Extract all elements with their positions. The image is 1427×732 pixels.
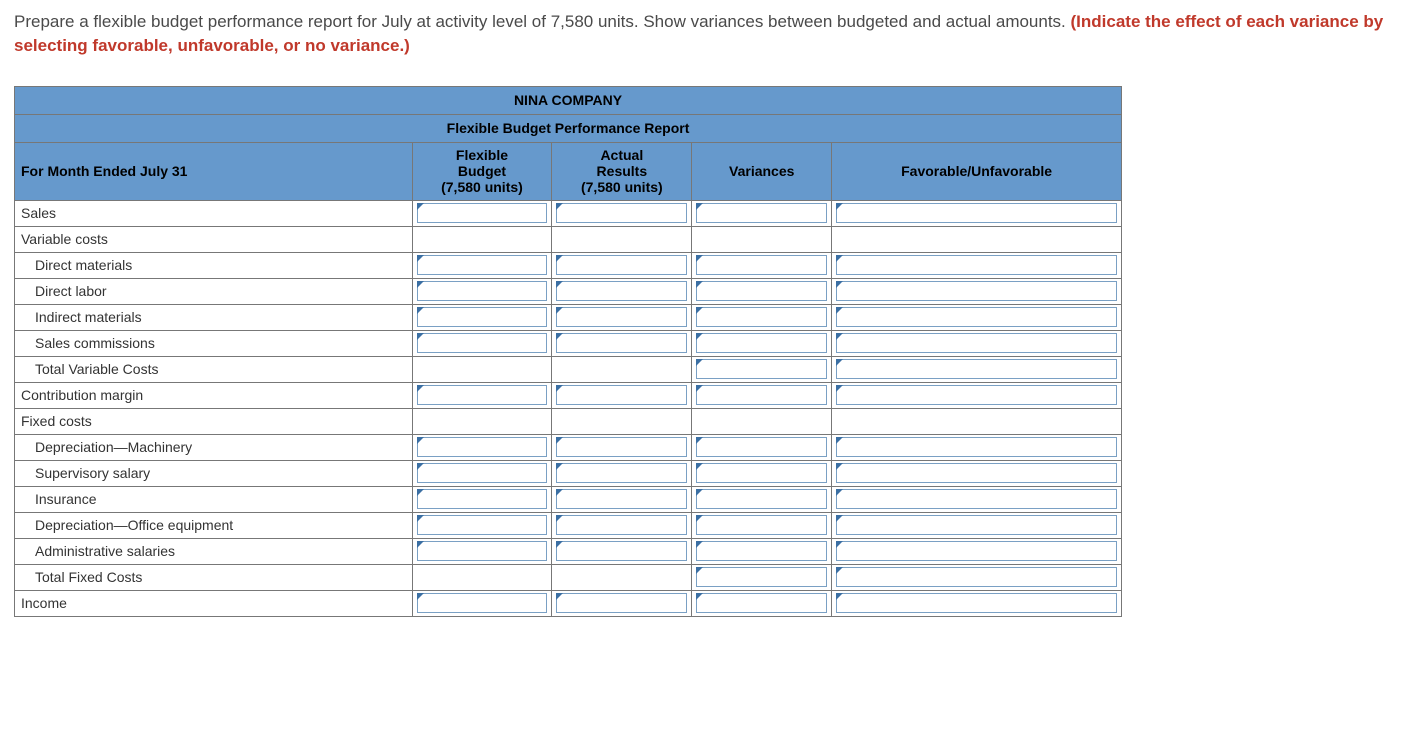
sc-variance-input[interactable] <box>696 333 827 353</box>
income-actual-input[interactable] <box>556 593 687 613</box>
row-sup-label: Supervisory salary <box>15 460 413 486</box>
row-income-label: Income <box>15 590 413 616</box>
sales-fav-select[interactable] <box>836 203 1117 223</box>
tvc-fav-select[interactable] <box>836 359 1117 379</box>
im-fav-select[interactable] <box>836 307 1117 327</box>
col-actual-results: Actual Results (7,580 units) <box>552 142 692 200</box>
row-sales-label: Sales <box>15 200 413 226</box>
company-header: NINA COMPANY <box>15 86 1122 114</box>
depm-fav-select[interactable] <box>836 437 1117 457</box>
report-title: Flexible Budget Performance Report <box>15 114 1122 142</box>
row-depo-label: Depreciation—Office equipment <box>15 512 413 538</box>
depo-actual-input[interactable] <box>556 515 687 535</box>
row-dm-label: Direct materials <box>15 252 413 278</box>
row-im-label: Indirect materials <box>15 304 413 330</box>
im-budget-input[interactable] <box>417 307 548 327</box>
depo-variance-input[interactable] <box>696 515 827 535</box>
row-tfc-label: Total Fixed Costs <box>15 564 413 590</box>
cm-budget-input[interactable] <box>417 385 548 405</box>
row-ins-label: Insurance <box>15 486 413 512</box>
sc-fav-select[interactable] <box>836 333 1117 353</box>
col-flexible-budget: Flexible Budget (7,580 units) <box>412 142 552 200</box>
tvc-variance-input[interactable] <box>696 359 827 379</box>
col-variances: Variances <box>692 142 832 200</box>
sup-actual-input[interactable] <box>556 463 687 483</box>
adm-fav-select[interactable] <box>836 541 1117 561</box>
row-tvc-label: Total Variable Costs <box>15 356 413 382</box>
prompt-text: Prepare a flexible budget performance re… <box>14 12 1071 31</box>
income-budget-input[interactable] <box>417 593 548 613</box>
im-variance-input[interactable] <box>696 307 827 327</box>
row-sc-label: Sales commissions <box>15 330 413 356</box>
im-actual-input[interactable] <box>556 307 687 327</box>
row-fc-label: Fixed costs <box>15 408 413 434</box>
sales-actual-input[interactable] <box>556 203 687 223</box>
dm-budget-input[interactable] <box>417 255 548 275</box>
dl-actual-input[interactable] <box>556 281 687 301</box>
dm-variance-input[interactable] <box>696 255 827 275</box>
income-variance-input[interactable] <box>696 593 827 613</box>
depm-variance-input[interactable] <box>696 437 827 457</box>
adm-actual-input[interactable] <box>556 541 687 561</box>
dm-actual-input[interactable] <box>556 255 687 275</box>
dl-variance-input[interactable] <box>696 281 827 301</box>
tfc-fav-select[interactable] <box>836 567 1117 587</box>
question-prompt: Prepare a flexible budget performance re… <box>14 10 1413 58</box>
sales-variance-input[interactable] <box>696 203 827 223</box>
col-favorable: Favorable/Unfavorable <box>832 142 1122 200</box>
dl-budget-input[interactable] <box>417 281 548 301</box>
dm-fav-select[interactable] <box>836 255 1117 275</box>
depo-budget-input[interactable] <box>417 515 548 535</box>
row-depm-label: Depreciation—Machinery <box>15 434 413 460</box>
ins-fav-select[interactable] <box>836 489 1117 509</box>
adm-budget-input[interactable] <box>417 541 548 561</box>
sc-actual-input[interactable] <box>556 333 687 353</box>
cm-actual-input[interactable] <box>556 385 687 405</box>
period-label: For Month Ended July 31 <box>15 142 413 200</box>
cm-variance-input[interactable] <box>696 385 827 405</box>
row-adm-label: Administrative salaries <box>15 538 413 564</box>
cm-fav-select[interactable] <box>836 385 1117 405</box>
sales-budget-input[interactable] <box>417 203 548 223</box>
depm-budget-input[interactable] <box>417 437 548 457</box>
tfc-variance-input[interactable] <box>696 567 827 587</box>
depo-fav-select[interactable] <box>836 515 1117 535</box>
sup-budget-input[interactable] <box>417 463 548 483</box>
ins-variance-input[interactable] <box>696 489 827 509</box>
budget-report-table: NINA COMPANY Flexible Budget Performance… <box>14 86 1122 617</box>
row-cm-label: Contribution margin <box>15 382 413 408</box>
ins-budget-input[interactable] <box>417 489 548 509</box>
adm-variance-input[interactable] <box>696 541 827 561</box>
row-varcosts-label: Variable costs <box>15 226 413 252</box>
row-dl-label: Direct labor <box>15 278 413 304</box>
income-fav-select[interactable] <box>836 593 1117 613</box>
sc-budget-input[interactable] <box>417 333 548 353</box>
ins-actual-input[interactable] <box>556 489 687 509</box>
sup-variance-input[interactable] <box>696 463 827 483</box>
sup-fav-select[interactable] <box>836 463 1117 483</box>
dl-fav-select[interactable] <box>836 281 1117 301</box>
depm-actual-input[interactable] <box>556 437 687 457</box>
